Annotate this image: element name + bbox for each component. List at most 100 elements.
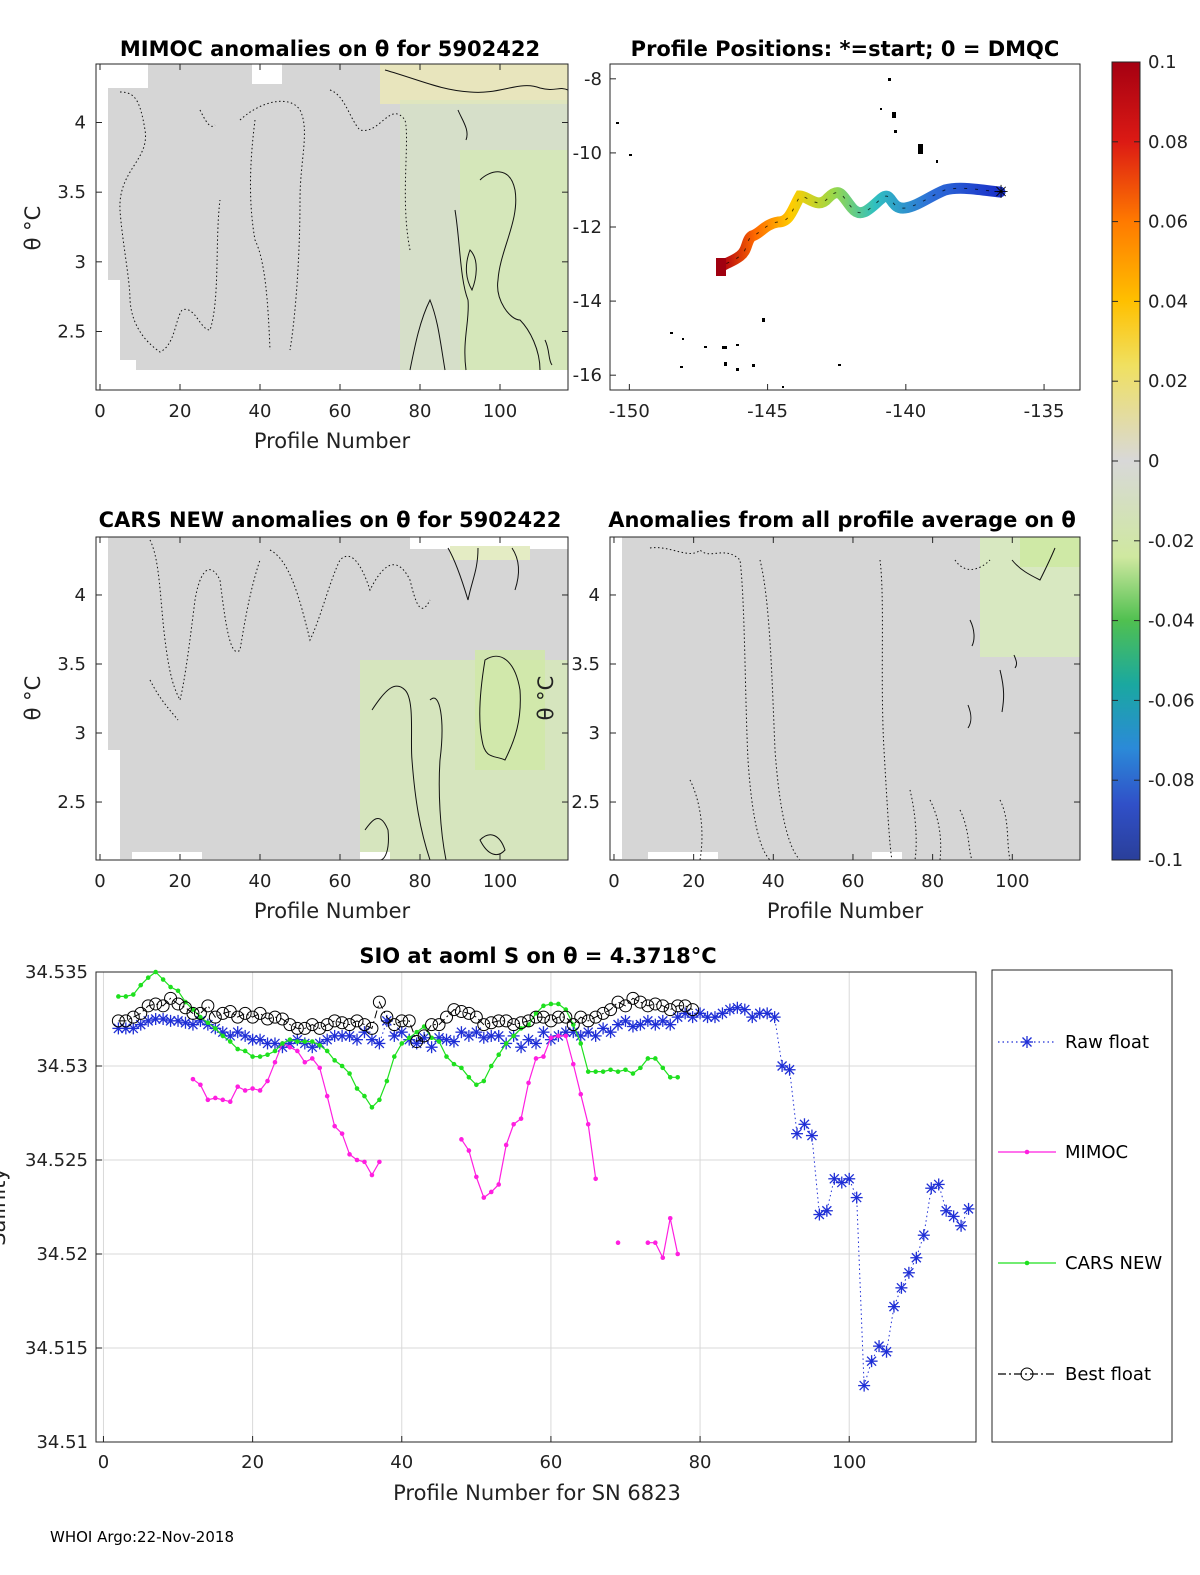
colorbar-tick-label: -0.08: [1148, 770, 1195, 791]
best-float-point: [522, 1014, 536, 1028]
x-tick-label: 80: [409, 401, 432, 422]
field-empty: [610, 750, 622, 860]
mimoc-ylabel: θ °C: [21, 206, 45, 251]
cars-xlabel: Profile Number: [254, 899, 411, 923]
series-point: [347, 1152, 352, 1157]
series-point: [324, 1048, 330, 1054]
avg-y-ticks: 2.5 3 3.5 4: [571, 585, 1080, 813]
series-point: [585, 1069, 591, 1074]
x-tick-label: 40: [249, 871, 272, 892]
series-point: [660, 1065, 666, 1071]
series-point: [675, 1251, 680, 1257]
raw-float-point: [843, 1172, 856, 1185]
best-float-point: [536, 1010, 550, 1024]
raw-float-point: [582, 1026, 595, 1039]
best-float-point: [216, 1006, 230, 1020]
field-empty-2: [648, 852, 718, 860]
series-point: [630, 1071, 636, 1076]
raw-float-point: [656, 1014, 669, 1027]
y-tick-label: -14: [573, 291, 602, 312]
series-point: [272, 1048, 278, 1054]
y-tick-label: 2.5: [571, 792, 600, 813]
cars-axes: [95, 536, 569, 861]
y-tick-label: 2.5: [57, 321, 86, 342]
raw-float-point: [619, 1014, 632, 1027]
series-point: [436, 1039, 442, 1044]
x-tick-label: -140: [885, 401, 926, 422]
series-point: [265, 1052, 270, 1058]
raw-float-point: [373, 1037, 386, 1050]
y-tick-label: -16: [573, 365, 602, 386]
series-point: [295, 1048, 300, 1054]
raw-float-point: [873, 1340, 886, 1353]
best-float-point: [261, 1012, 275, 1026]
series-point: [309, 1039, 315, 1044]
series-point: [377, 1097, 382, 1103]
raw-float-point: [955, 1219, 968, 1232]
series-point: [578, 1091, 584, 1097]
series-point: [362, 1093, 367, 1099]
x-tick-label: 80: [921, 871, 944, 892]
best-float-point: [663, 1003, 677, 1017]
legend-label: MIMOC: [1065, 1142, 1128, 1163]
series-line-cars: [118, 971, 678, 1109]
best-float-point: [231, 1010, 245, 1024]
best-float-point: [551, 1010, 565, 1024]
cars-x-ticks: 0 20 40 60 80 100: [94, 537, 517, 892]
best-float-point: [440, 1010, 454, 1024]
field-positive-patch: [380, 64, 568, 104]
positions-title: Profile Positions: *=start; 0 = DMQC: [631, 37, 1060, 61]
best-float-point: [350, 1014, 364, 1028]
series-point: [615, 1240, 621, 1246]
x-tick-label: 0: [94, 401, 105, 422]
y-tick-label: 3: [75, 252, 86, 273]
best-float-point: [193, 1006, 207, 1020]
raw-float-point: [895, 1281, 908, 1294]
series-point: [653, 1056, 658, 1061]
raw-float-point: [917, 1229, 930, 1242]
field-empty-4: [120, 360, 136, 370]
avg-xlabel: Profile Number: [767, 899, 924, 923]
island: [680, 366, 683, 368]
series-point: [295, 1039, 300, 1044]
series-point: [399, 1041, 405, 1046]
raw-float-point: [142, 1014, 155, 1027]
salinity-title: SIO at aoml S on θ = 4.3718°C: [359, 944, 716, 968]
island: [736, 344, 739, 346]
best-float-point: [604, 1003, 618, 1017]
best-float-point: [618, 999, 632, 1013]
salinity-panel: SIO at aoml S on θ = 4.3718°C 0 20 40 60 80 1…: [0, 944, 977, 1505]
raw-float-point: [858, 1379, 871, 1392]
legend: Raw float MIMOC CARS NEW Best float: [991, 969, 1173, 1443]
raw-float-point: [268, 1037, 281, 1050]
legend-label: Best float: [1065, 1364, 1151, 1385]
series-point: [265, 1078, 270, 1084]
series-point: [623, 1067, 628, 1073]
y-tick-label: 2.5: [57, 792, 86, 813]
best-float-point: [425, 1018, 439, 1032]
series-point: [213, 1026, 218, 1031]
x-tick-label: 80: [409, 871, 432, 892]
series-point: [153, 969, 158, 975]
series-point: [459, 1065, 464, 1071]
best-float-point: [469, 1010, 483, 1024]
best-float-point: [380, 1010, 394, 1024]
best-float-point: [208, 1010, 222, 1024]
series-point: [198, 1014, 203, 1020]
series-point: [481, 1078, 487, 1084]
raw-float-point: [708, 1011, 721, 1024]
series-point: [466, 1148, 472, 1153]
colorbar-tick-label: 0.08: [1148, 132, 1188, 153]
avg-panel: Anomalies from all profile average on θ: [534, 508, 1081, 923]
series-point: [369, 1105, 375, 1110]
series-point: [645, 1056, 651, 1061]
best-float-point: [313, 1021, 327, 1035]
raw-float-point: [940, 1204, 953, 1217]
series-point: [205, 1097, 211, 1103]
field-empty-3: [132, 852, 202, 860]
x-tick-label: 0: [94, 871, 105, 892]
series-point: [570, 1061, 576, 1067]
best-float-point: [402, 1014, 416, 1028]
series-point: [496, 1052, 502, 1058]
series-point: [548, 1035, 554, 1041]
